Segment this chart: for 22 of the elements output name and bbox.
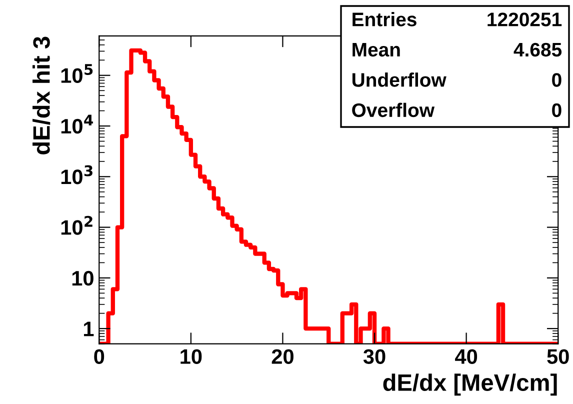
y-tick-label: 1 bbox=[84, 322, 94, 336]
x-tick-label: 40 bbox=[455, 349, 478, 364]
x-tick-label: 10 bbox=[180, 349, 202, 364]
x-tick-label: 0 bbox=[94, 349, 104, 364]
y-tick-label: 10$^{4}$ bbox=[61, 114, 93, 134]
annotation: 4.685 bbox=[514, 42, 562, 57]
y-tick-label: 10$^{2}$ bbox=[61, 216, 92, 235]
annotation: 0 bbox=[552, 73, 562, 87]
annotation: Underflow bbox=[352, 72, 446, 87]
annotation: Overflow bbox=[352, 102, 435, 118]
annotation: Mean bbox=[352, 43, 400, 57]
y-tick-label: 10$^{5}$ bbox=[61, 64, 93, 83]
x-tick-label: 30 bbox=[363, 349, 386, 364]
y-tick-label: 10$^{3}$ bbox=[61, 165, 92, 184]
annotation: 0 bbox=[552, 103, 562, 118]
x-tick-label: 20 bbox=[272, 349, 294, 364]
x-tick-label: 50 bbox=[547, 349, 569, 364]
y-tick-label: 10 bbox=[72, 270, 94, 286]
text: 1220251 bbox=[488, 12, 562, 26]
x-axis-title: dE/dx [MeV/cm] bbox=[383, 374, 557, 396]
y-axis-title: dE/dx hit 3 bbox=[32, 36, 50, 154]
text: Entries bbox=[352, 12, 416, 26]
